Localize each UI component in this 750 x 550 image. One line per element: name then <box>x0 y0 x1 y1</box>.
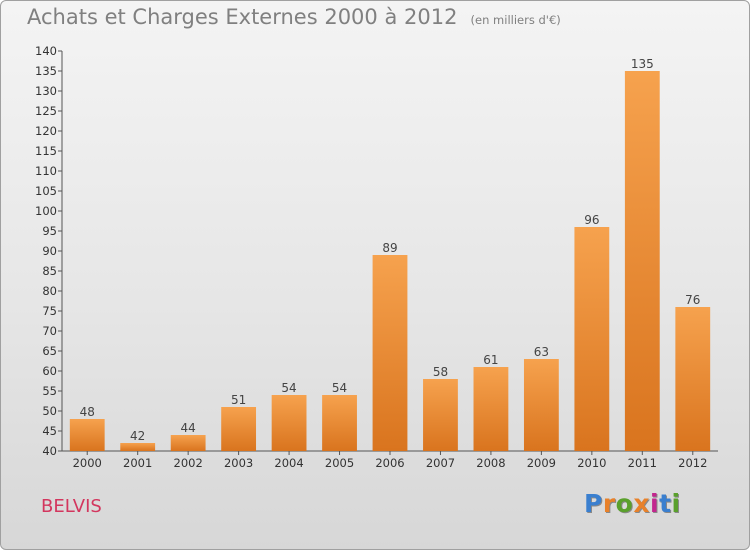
x-tick-label: 2005 <box>325 456 354 470</box>
chart-title: Achats et Charges Externes 2000 à 2012 <box>27 5 458 29</box>
bar-2012 <box>675 307 711 451</box>
y-tick-label: 140 <box>35 44 57 58</box>
y-tick-label: 45 <box>42 424 57 438</box>
data-label-2012: 76 <box>685 293 700 307</box>
x-axis: 2000 2001 2002 2003 2004 2005 2006 2007 2008 2009… <box>62 450 718 470</box>
chart-subtitle: (en milliers d'€) <box>470 13 561 27</box>
bar-2003 <box>221 407 257 451</box>
logo-letter: P <box>584 489 603 518</box>
bars <box>69 71 711 451</box>
logo-letter: x <box>633 489 650 518</box>
data-label-2001: 42 <box>130 429 145 443</box>
y-tick-label: 70 <box>42 324 57 338</box>
y-tick-label: 95 <box>42 224 57 238</box>
commune-name: BELVIS <box>41 496 102 517</box>
y-axis: 40 45 50 55 60 65 70 75 80 85 90 95 100 105 110 115 120 1… <box>35 44 63 458</box>
y-tick-label: 40 <box>42 444 57 458</box>
y-tick-label: 90 <box>42 244 57 258</box>
x-tick-label: 2006 <box>375 456 404 470</box>
logo-letter: t <box>659 489 672 518</box>
bar-2011 <box>624 71 660 451</box>
x-tick-label: 2009 <box>527 456 556 470</box>
chart-title-block: Achats et Charges Externes 2000 à 2012 (… <box>27 5 561 29</box>
bar-2001 <box>120 443 156 451</box>
y-tick-label: 105 <box>35 184 57 198</box>
y-tick-label: 115 <box>35 144 57 158</box>
data-label-2000: 48 <box>80 405 95 419</box>
y-tick-label: 75 <box>42 304 57 318</box>
x-tick-label: 2007 <box>426 456 455 470</box>
bar-2002 <box>170 435 206 451</box>
x-tick-label: 2004 <box>274 456 303 470</box>
x-tick-label: 2002 <box>174 456 203 470</box>
bar-2006 <box>372 255 408 451</box>
data-label-2011: 135 <box>631 57 654 71</box>
bar-2007 <box>423 379 458 451</box>
y-tick-label: 135 <box>35 64 57 78</box>
y-tick-label: 130 <box>35 84 57 98</box>
x-tick-label: 2011 <box>628 456 657 470</box>
data-label-2008: 61 <box>483 353 498 367</box>
data-label-2007: 58 <box>433 365 448 379</box>
data-label-2002: 44 <box>181 421 196 435</box>
y-tick-label: 60 <box>42 364 57 378</box>
y-tick-label: 120 <box>35 124 57 138</box>
y-tick-label: 65 <box>42 344 57 358</box>
bar-2004 <box>271 395 307 451</box>
y-tick-label: 50 <box>42 404 57 418</box>
data-label-2006: 89 <box>382 241 397 255</box>
data-label-2009: 63 <box>534 345 549 359</box>
bar-2009 <box>523 359 559 451</box>
bar-2010 <box>574 227 610 451</box>
logo-letter: i <box>650 489 660 518</box>
y-tick-label: 100 <box>35 204 57 218</box>
logo-letter: r <box>602 489 616 518</box>
proxiti-logo[interactable]: Proxiti <box>584 489 681 518</box>
data-label-2003: 51 <box>231 393 246 407</box>
data-label-2005: 54 <box>332 381 347 395</box>
x-tick-label: 2010 <box>577 456 606 470</box>
data-label-2010: 96 <box>584 213 599 227</box>
logo-letter: i <box>671 489 681 518</box>
y-tick-label: 85 <box>42 264 57 278</box>
data-labels: 48 42 44 51 54 54 89 58 61 63 96 135 76 <box>80 57 701 443</box>
bar-2000 <box>69 419 105 451</box>
y-tick-label: 80 <box>42 284 57 298</box>
logo-letter: o <box>615 489 634 518</box>
x-tick-label: 2001 <box>123 456 152 470</box>
bar-2008 <box>473 367 509 451</box>
y-tick-label: 110 <box>35 164 57 178</box>
y-tick-label: 55 <box>42 384 57 398</box>
x-tick-label: 2003 <box>224 456 253 470</box>
x-tick-label: 2012 <box>678 456 707 470</box>
x-tick-label: 2000 <box>73 456 102 470</box>
y-tick-label: 125 <box>35 104 57 118</box>
bar-2005 <box>322 395 357 451</box>
data-label-2004: 54 <box>281 381 296 395</box>
x-tick-label: 2008 <box>476 456 505 470</box>
